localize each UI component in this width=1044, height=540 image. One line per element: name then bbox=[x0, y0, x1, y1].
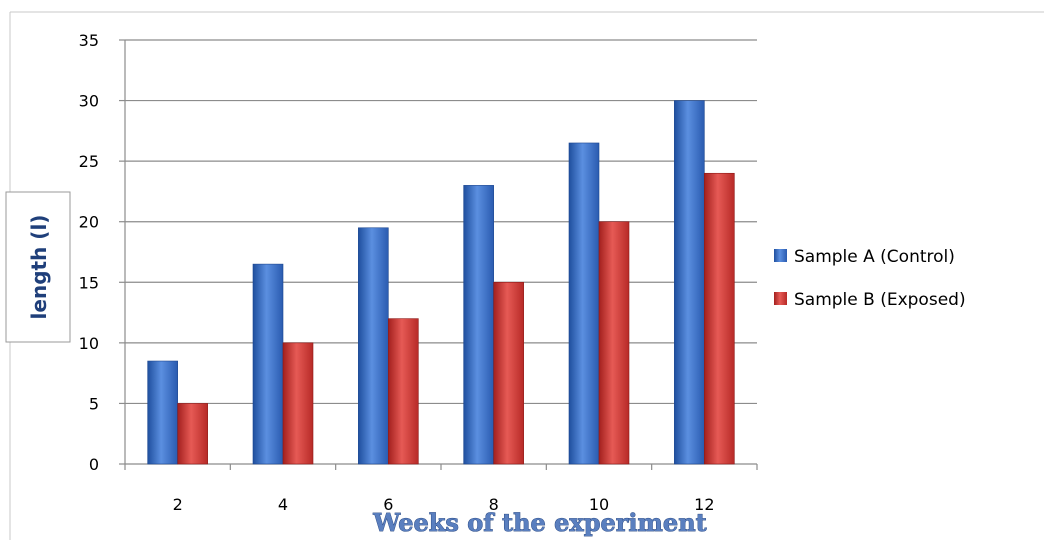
bar-sample-a bbox=[252, 263, 284, 465]
y-tick-label: 0 bbox=[89, 455, 99, 474]
bar-sample-b bbox=[493, 281, 524, 465]
bar-sample-a bbox=[147, 360, 178, 465]
x-tick-label: 12 bbox=[694, 495, 714, 514]
x-tick-label: 6 bbox=[383, 495, 393, 514]
legend-label-b: Sample B (Exposed) bbox=[794, 290, 966, 310]
bar-sample-a bbox=[674, 100, 705, 465]
y-axis-label-box: length (l) bbox=[5, 191, 71, 343]
x-tick-label: 8 bbox=[489, 495, 499, 514]
legend-label-a: Sample A (Control) bbox=[794, 247, 955, 267]
axes bbox=[119, 39, 758, 470]
bar-sample-b bbox=[704, 172, 735, 465]
legend-swatch-a bbox=[774, 249, 787, 262]
x-tick-labels: 2 4 6 8 10 12 bbox=[173, 495, 715, 514]
y-tick-label: 30 bbox=[79, 92, 99, 111]
bars bbox=[147, 100, 735, 465]
y-tick-label: 20 bbox=[79, 213, 99, 232]
y-tick-label: 10 bbox=[79, 334, 99, 353]
legend-swatch-b bbox=[774, 292, 787, 305]
bar-sample-b bbox=[282, 342, 314, 465]
bar-sample-b bbox=[598, 221, 630, 465]
x-tick-label: 10 bbox=[589, 495, 609, 514]
bar-sample-a bbox=[568, 142, 600, 465]
bar-sample-a bbox=[358, 227, 389, 465]
y-tick-label: 25 bbox=[79, 152, 99, 171]
x-axis-label: Weeks of the experiment bbox=[372, 508, 706, 537]
y-tick-label: 15 bbox=[79, 273, 99, 292]
bar-sample-b bbox=[388, 318, 419, 465]
y-tick-label: 35 bbox=[79, 31, 99, 50]
gridlines bbox=[125, 39, 757, 405]
y-axis-label: length (l) bbox=[27, 215, 51, 320]
x-tick-label: 2 bbox=[173, 495, 183, 514]
legend: Sample A (Control) Sample B (Exposed) bbox=[774, 247, 966, 310]
y-tick-label: 5 bbox=[89, 394, 99, 413]
x-tick-label: 4 bbox=[278, 495, 288, 514]
bar-sample-a bbox=[463, 185, 494, 465]
y-tick-labels: 0 5 10 15 20 25 30 35 bbox=[79, 31, 99, 474]
bar-sample-b bbox=[177, 403, 208, 465]
